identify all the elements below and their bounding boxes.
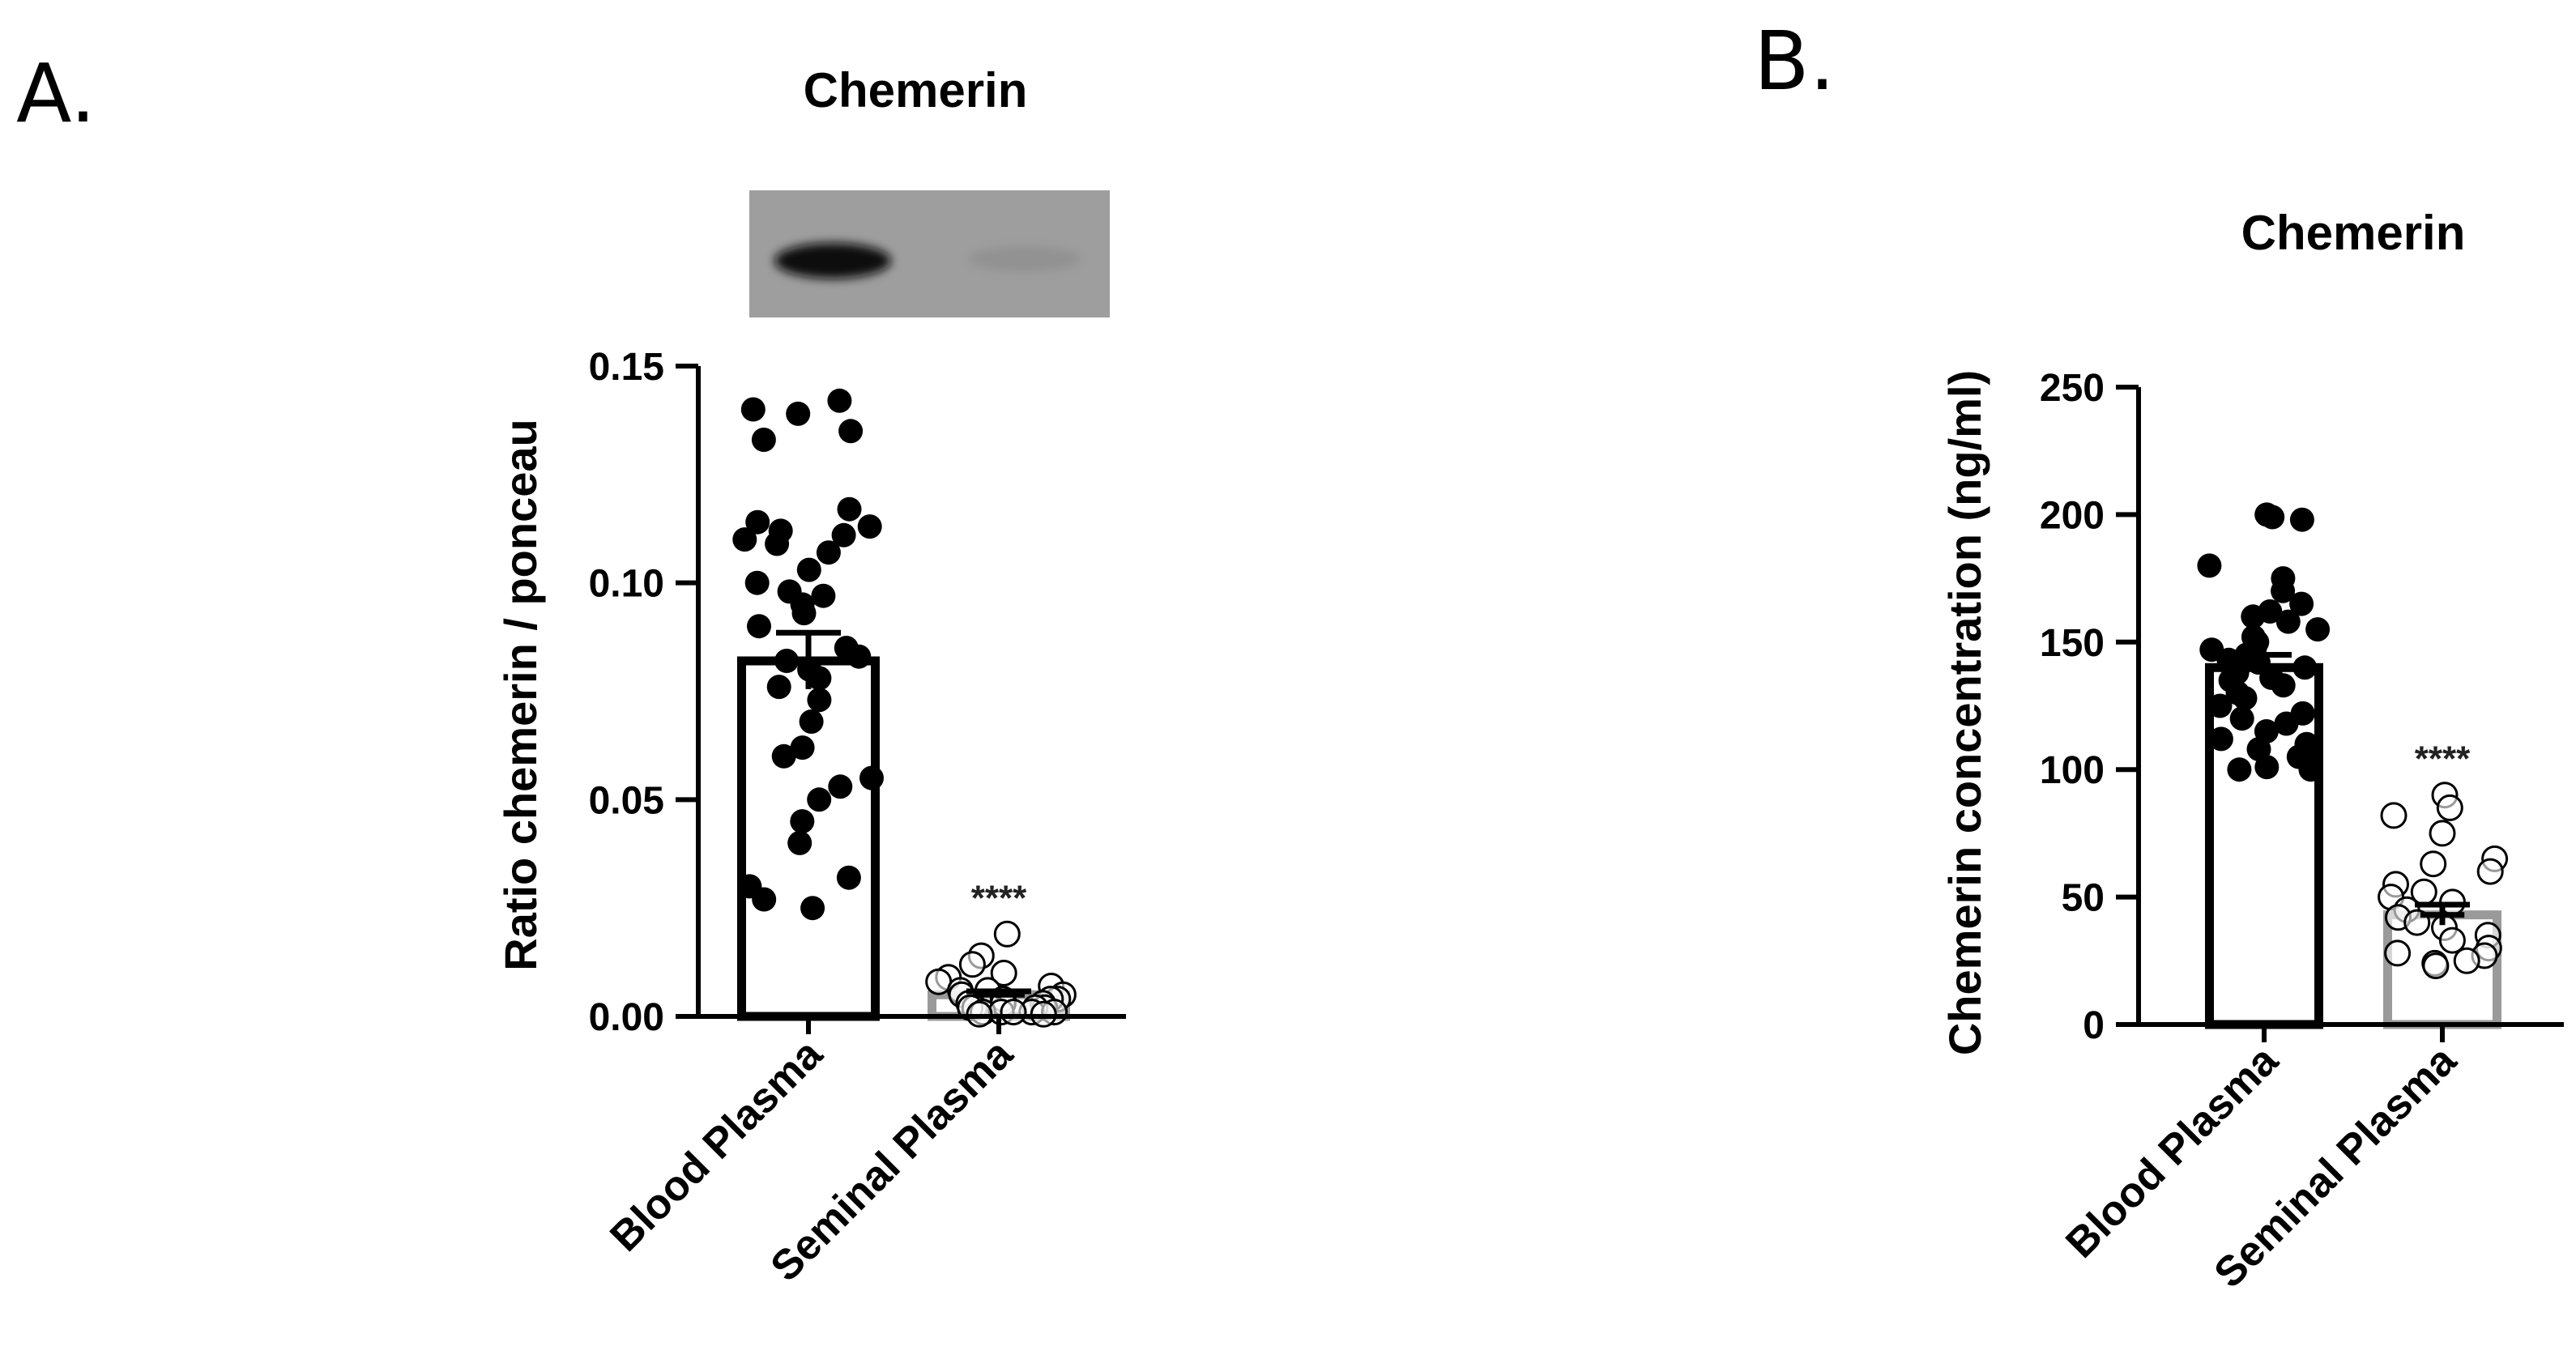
panel-b-y-ticks: 0 50 100 150 200 250 <box>2040 367 2139 1047</box>
panel-b-y-axis-label: Chemerin concentration (ng/ml) <box>1939 370 1990 1055</box>
data-point <box>790 735 815 760</box>
data-point <box>990 960 1017 986</box>
y-tick-label: 200 <box>2040 494 2105 537</box>
data-point <box>2233 686 2258 711</box>
data-point <box>747 614 771 639</box>
data-point <box>732 527 757 552</box>
blot-band-seminal-plasma <box>968 246 1081 272</box>
panel-a-y-axis-label: Ratio chemerin / ponceau <box>495 419 546 971</box>
data-point <box>958 951 986 978</box>
data-point <box>836 865 861 890</box>
significance-marker: **** <box>2415 739 2471 779</box>
data-point <box>2429 820 2456 847</box>
y-tick-label: 150 <box>2040 622 2105 665</box>
data-point <box>2438 927 2466 954</box>
data-point <box>2453 947 2480 974</box>
blot-band-blood-plasma <box>774 243 891 279</box>
y-tick-label: 0 <box>2083 1004 2105 1047</box>
y-tick-label: 250 <box>2040 367 2105 410</box>
data-point <box>2289 591 2314 616</box>
panel-b-error-bars <box>2237 652 2470 926</box>
panel-b-points <box>2197 502 2509 980</box>
y-tick-label: 100 <box>2040 749 2105 792</box>
panel-a-significance: **** <box>971 878 1027 918</box>
y-tick-label: 0.00 <box>589 996 664 1039</box>
data-point <box>2208 726 2233 752</box>
data-point <box>993 920 1021 948</box>
panel-b: B. Chemerin Chemerin concentration (ng/m… <box>1754 14 2564 1297</box>
data-point <box>2197 553 2222 578</box>
significance-marker: **** <box>971 878 1027 918</box>
data-point <box>787 830 812 855</box>
western-blot <box>749 190 1110 317</box>
data-point <box>752 887 777 912</box>
data-point <box>807 688 832 713</box>
panel-a-letter: A. <box>16 46 96 141</box>
y-tick-label: 0.05 <box>589 779 664 822</box>
data-point <box>831 522 856 547</box>
data-point <box>2229 706 2254 731</box>
data-point <box>1000 999 1027 1026</box>
data-point <box>799 709 824 734</box>
data-point <box>816 540 841 565</box>
data-point <box>2271 673 2296 698</box>
data-point <box>2271 578 2296 603</box>
data-point <box>2476 858 2504 885</box>
y-tick-label: 50 <box>2062 877 2105 920</box>
data-point <box>2227 757 2252 782</box>
data-point <box>857 514 882 539</box>
data-point <box>2384 939 2412 967</box>
data-point <box>791 601 817 626</box>
data-point <box>2420 850 2447 878</box>
data-point <box>765 531 790 556</box>
data-point <box>786 401 811 426</box>
data-point <box>838 419 864 444</box>
data-point <box>847 644 872 669</box>
data-point <box>2292 655 2318 680</box>
data-point <box>745 509 770 535</box>
data-point <box>2254 755 2280 780</box>
data-point <box>811 583 836 608</box>
data-point <box>2241 604 2266 629</box>
data-point <box>766 675 791 700</box>
data-point <box>2298 757 2323 782</box>
y-tick-label: 0.15 <box>589 346 664 389</box>
panel-a-title: Chemerin <box>804 63 1028 117</box>
panel-b-axes <box>2136 387 2564 1042</box>
panel-b-letter: B. <box>1754 14 1835 109</box>
data-point <box>796 557 821 582</box>
data-point <box>800 896 825 921</box>
panel-b-significance: **** <box>2415 739 2471 779</box>
data-point <box>2380 802 2408 829</box>
data-point <box>807 666 832 691</box>
data-point <box>2260 505 2285 530</box>
data-point <box>2305 617 2331 642</box>
data-point <box>859 765 884 790</box>
data-point <box>740 397 766 422</box>
data-point <box>2207 693 2233 718</box>
data-point <box>751 428 776 452</box>
panel-a-axes <box>696 366 1126 1034</box>
data-point <box>828 774 853 799</box>
panel-a: A. Chemerin Ratio chemerin / ponceau 0.0… <box>16 46 1126 1290</box>
data-point <box>827 388 852 413</box>
panel-b-title: Chemerin <box>2241 206 2466 260</box>
data-point <box>2274 711 2299 736</box>
data-point <box>790 809 815 834</box>
data-point <box>744 570 770 595</box>
panel-a-y-ticks: 0.00 0.05 0.10 0.15 <box>589 346 698 1039</box>
data-point <box>2422 952 2450 980</box>
data-point <box>2289 507 2314 532</box>
data-point <box>771 743 796 769</box>
data-point <box>2275 609 2301 634</box>
data-point <box>807 787 832 812</box>
panel-a-error-bars <box>776 629 1031 999</box>
data-point <box>2436 794 2463 821</box>
y-tick-label: 0.10 <box>589 563 664 606</box>
data-point <box>837 496 862 522</box>
